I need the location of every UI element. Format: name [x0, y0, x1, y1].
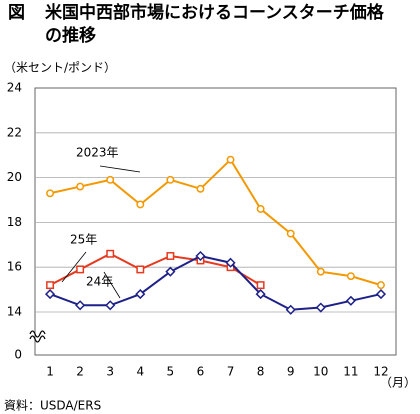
point: [345, 295, 356, 306]
leader-line: [61, 251, 87, 283]
x-tick-label: 2: [76, 365, 84, 379]
point: [195, 250, 206, 262]
figure-label: 図: [8, 3, 25, 23]
point: [377, 281, 385, 290]
point: [46, 189, 54, 198]
y-tick-label: 0: [14, 348, 22, 362]
point: [135, 289, 146, 300]
title-block: 図 米国中西部市場におけるコーンスターチ価格の推移: [8, 2, 418, 48]
point: [75, 300, 86, 311]
series-label: 2023年: [76, 146, 119, 160]
point: [136, 200, 145, 209]
y-tick-label: 24: [7, 81, 22, 95]
point: [346, 272, 355, 281]
point: [255, 289, 266, 300]
y-tick-label: 14: [7, 305, 22, 319]
point: [196, 184, 205, 193]
point: [46, 281, 54, 290]
x-tick-label: 5: [167, 365, 175, 379]
x-tick-label: 3: [106, 365, 114, 379]
leader-line: [103, 271, 121, 299]
point: [315, 302, 326, 313]
point: [226, 155, 235, 164]
chart-title: 米国中西部市場におけるコーンスターチ価格の推移: [45, 3, 384, 46]
axis-break-wave: [29, 335, 46, 343]
x-tick-label: 4: [136, 365, 144, 379]
point: [106, 175, 115, 184]
y-tick-label: 22: [7, 125, 22, 139]
point: [76, 182, 85, 191]
x-tick-label: 12: [373, 365, 388, 379]
y-tick-label: 20: [7, 170, 22, 184]
x-tick-label: 9: [287, 365, 295, 379]
x-tick-label: 11: [343, 365, 358, 379]
point: [165, 266, 176, 277]
point: [106, 249, 115, 258]
line: [49, 158, 382, 287]
plot-frame: [34, 87, 397, 356]
axis-break: [29, 330, 46, 343]
point: [375, 289, 387, 300]
point: [76, 265, 85, 274]
x-tick-label: 7: [227, 365, 235, 379]
point: [286, 229, 295, 238]
point: [166, 252, 175, 260]
point: [225, 257, 236, 268]
leader-line: [99, 165, 141, 173]
x-tick-label: 8: [257, 365, 265, 379]
point: [166, 175, 175, 184]
series-label: 25年: [70, 233, 97, 247]
y-tick-label: 18: [7, 215, 22, 229]
line: [49, 252, 262, 287]
x-tick-label: 6: [197, 365, 205, 379]
source: 資料：USDA/ERS: [4, 399, 101, 413]
point: [136, 265, 145, 274]
point: [256, 281, 265, 290]
point: [316, 267, 325, 276]
x-tick-label: 10: [313, 365, 328, 379]
point: [105, 300, 116, 311]
series-label: 24年: [86, 275, 113, 289]
y-axis-label: （米セント/ポンド）: [4, 61, 116, 75]
y-tick-label: 16: [7, 260, 22, 274]
x-tick-label: 1: [46, 365, 54, 379]
x-axis-label: （月）: [380, 376, 416, 390]
point: [256, 205, 265, 213]
point: [44, 289, 56, 300]
axis-break-wave: [29, 330, 46, 338]
point: [285, 304, 296, 315]
